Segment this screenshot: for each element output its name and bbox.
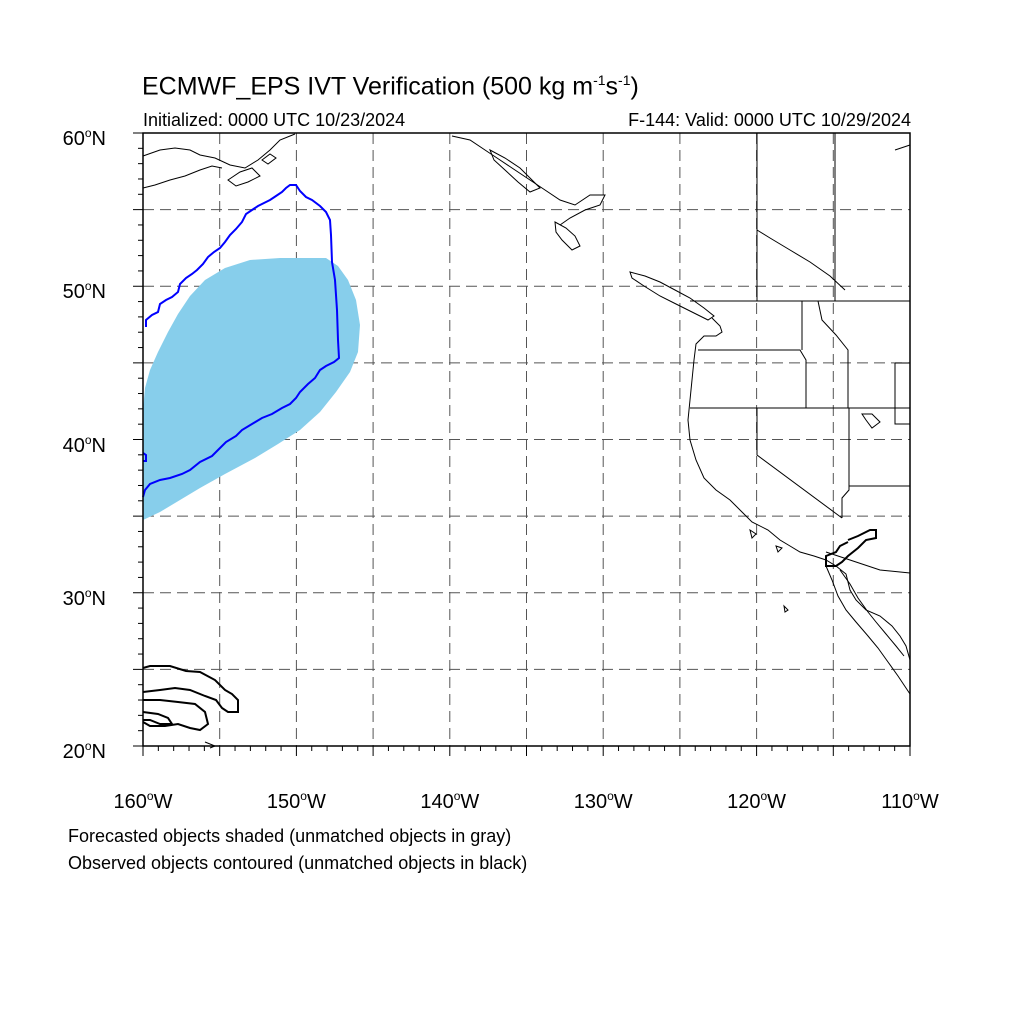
lat-label-30: 30oN bbox=[62, 585, 106, 610]
border-wy bbox=[894, 362, 910, 425]
coastline-north bbox=[894, 144, 911, 151]
island bbox=[861, 413, 881, 429]
lat-label-60: 60oN bbox=[62, 126, 106, 150]
axis-ticks bbox=[133, 132, 911, 756]
lon-label-120: 120oW bbox=[727, 789, 787, 813]
lon-label-160: 160oW bbox=[113, 789, 173, 813]
coastline-alaska-islands bbox=[227, 167, 261, 187]
coastline-alaska bbox=[142, 133, 296, 169]
island bbox=[749, 528, 757, 539]
lon-label-110: 110oW bbox=[881, 789, 939, 813]
coastline-canada bbox=[451, 135, 606, 226]
border-or-wa bbox=[698, 349, 807, 408]
observed-object-unmatched bbox=[142, 711, 174, 725]
valid-time-label: F-144: Valid: 0000 UTC 10/29/2024 bbox=[628, 110, 911, 130]
observed-object-matched bbox=[142, 184, 341, 498]
island bbox=[775, 545, 783, 553]
coastline-vancouver-island bbox=[629, 271, 715, 321]
coastline-bc-islands bbox=[554, 221, 581, 251]
coastlines-and-borders bbox=[142, 133, 911, 749]
coastline-bc-islands bbox=[489, 148, 541, 193]
coastline-alaska-islands bbox=[261, 153, 277, 165]
border-ca-nv bbox=[756, 408, 843, 519]
border-mexico bbox=[825, 551, 911, 574]
observed-object-unmatched bbox=[142, 699, 210, 732]
lon-label-150: 150oW bbox=[266, 789, 326, 813]
observed-objects bbox=[142, 184, 877, 732]
island bbox=[783, 604, 789, 613]
lat-label-20: 20oN bbox=[62, 739, 106, 763]
border-nv-az bbox=[841, 408, 850, 518]
chart-title: ECMWF_EPS IVT Verification (500 kg m-1s-… bbox=[142, 72, 639, 101]
lat-label-40: 40oN bbox=[62, 432, 106, 457]
forecast-object-matched bbox=[143, 258, 360, 520]
graticule bbox=[143, 133, 910, 746]
coastline-baja-inner bbox=[839, 569, 905, 657]
forecast-objects bbox=[143, 258, 360, 520]
init-time-label: Initialized: 0000 UTC 10/23/2024 bbox=[143, 110, 406, 130]
coastline-baja bbox=[825, 565, 911, 695]
lon-label-130: 130oW bbox=[573, 789, 633, 813]
border-mt-id bbox=[817, 300, 849, 408]
coastline-alaska bbox=[142, 165, 223, 189]
lat-label-50: 50oN bbox=[62, 279, 106, 304]
lon-label-140: 140oW bbox=[420, 789, 480, 813]
note-observed: Observed objects contoured (unmatched ob… bbox=[68, 853, 528, 873]
observed-object-unmatched bbox=[142, 665, 239, 713]
observed-object-matched-edge bbox=[142, 452, 147, 462]
island-hawaii-edge bbox=[204, 741, 217, 749]
note-forecast: Forecasted objects shaded (unmatched obj… bbox=[68, 826, 512, 846]
coastline-west-coast bbox=[687, 317, 911, 700]
coastline-hudson-area bbox=[756, 229, 846, 291]
observed-object-unmatched bbox=[825, 529, 877, 567]
